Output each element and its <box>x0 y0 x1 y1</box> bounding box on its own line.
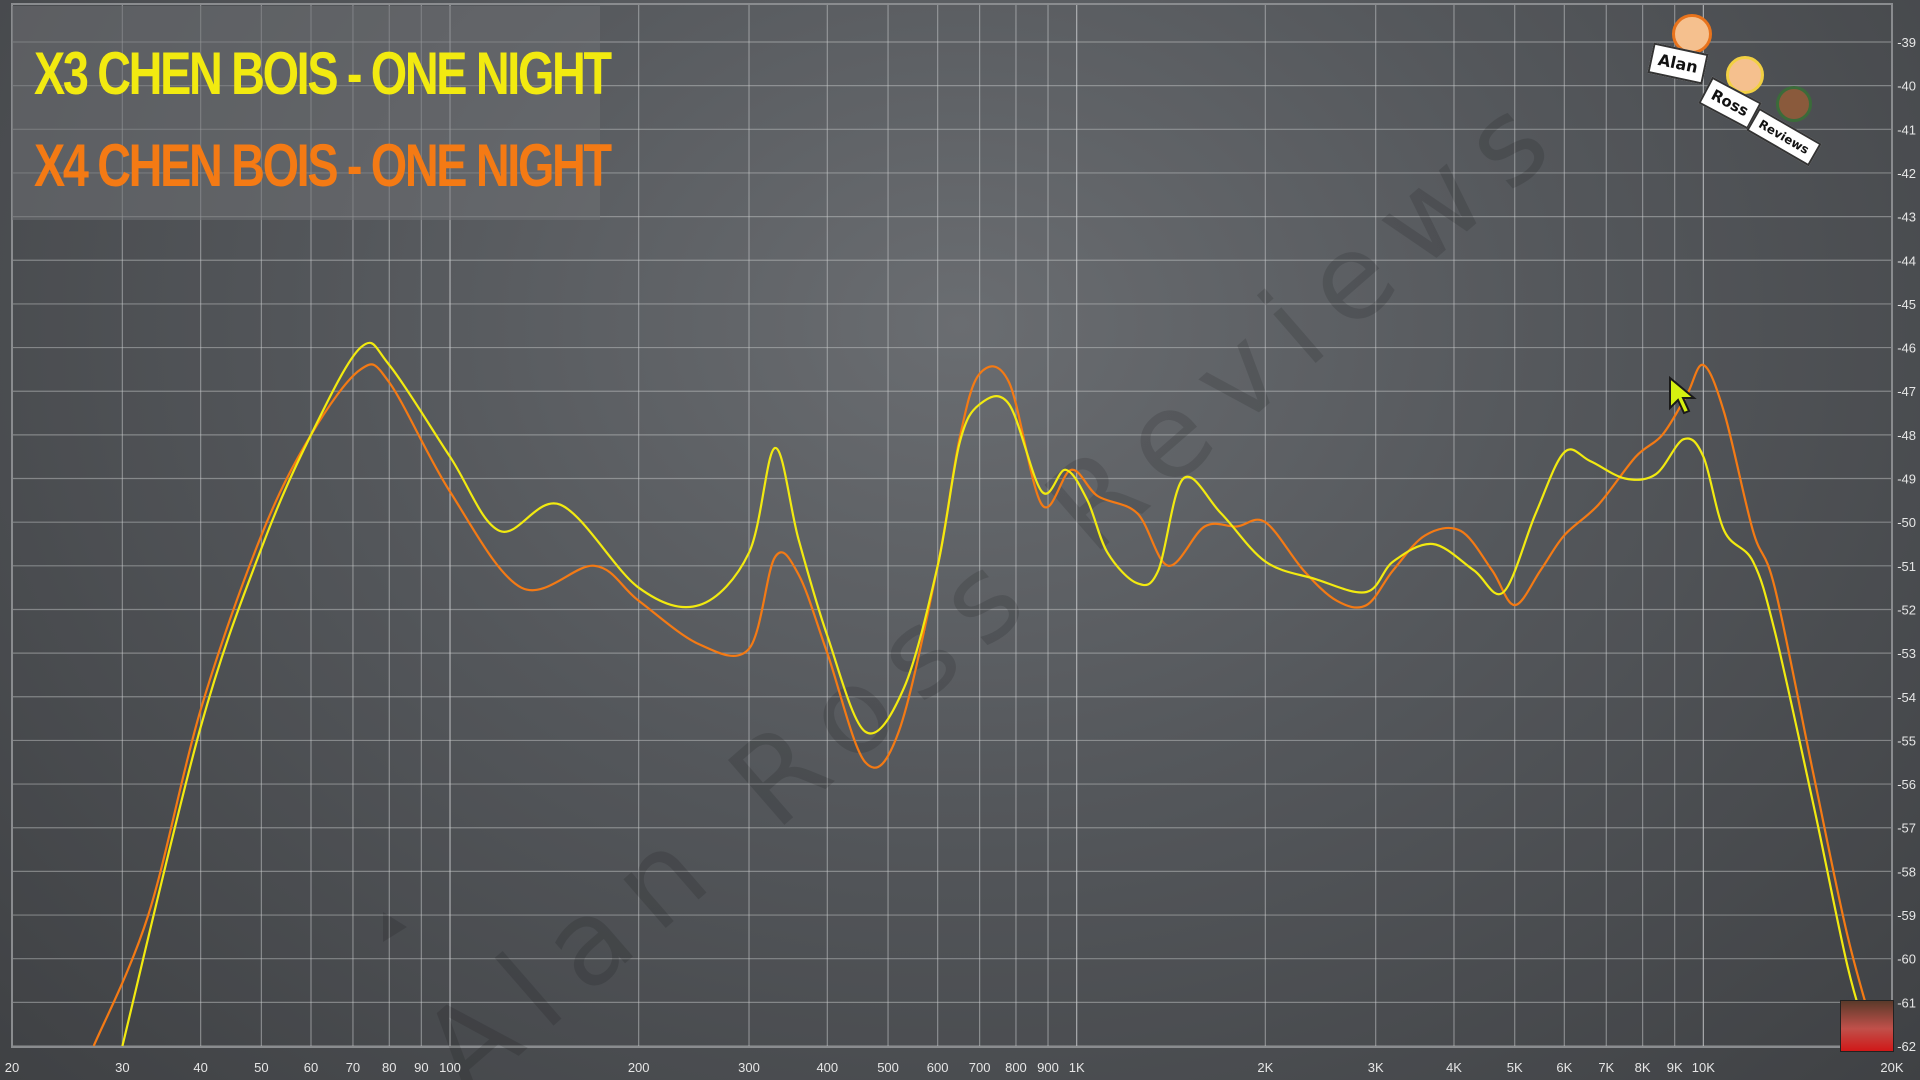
x-tick-label: 90 <box>414 1060 428 1075</box>
x-tick-label: 400 <box>816 1060 838 1075</box>
y-tick-label: -53 <box>1897 646 1916 661</box>
x-tick-label: 600 <box>927 1060 949 1075</box>
x-tick-label: 3K <box>1368 1060 1384 1075</box>
y-tick-label: -41 <box>1897 122 1916 137</box>
x-tick-label: 4K <box>1446 1060 1462 1075</box>
x-tick-label: 800 <box>1005 1060 1027 1075</box>
y-tick-label: -57 <box>1897 821 1916 836</box>
y-tick-label: -61 <box>1897 995 1916 1010</box>
y-tick-label: -59 <box>1897 908 1916 923</box>
x-tick-label: 1K <box>1069 1060 1085 1075</box>
series-line-1 <box>121 341 1872 1047</box>
channel-logo: Alan Ross Reviews <box>1630 8 1830 188</box>
y-tick-label: -49 <box>1897 472 1916 487</box>
y-tick-label: -40 <box>1897 79 1916 94</box>
y-tick-label: -56 <box>1897 777 1916 792</box>
play-icon <box>383 912 407 942</box>
y-tick-label: -43 <box>1897 210 1916 225</box>
y-tick-label: -60 <box>1897 952 1916 967</box>
legend-series-1: X3 CHEN BOIS - ONE NIGHT <box>34 40 612 107</box>
x-tick-label: 30 <box>115 1060 129 1075</box>
x-tick-label: 100 <box>439 1060 461 1075</box>
y-tick-label: -45 <box>1897 297 1916 312</box>
y-tick-label: -42 <box>1897 166 1916 181</box>
x-tick-label: 200 <box>628 1060 650 1075</box>
x-tick-label: 500 <box>877 1060 899 1075</box>
x-tick-label: 6K <box>1556 1060 1572 1075</box>
legend-series-2: X4 CHEN BOIS - ONE NIGHT <box>34 132 612 199</box>
series-layer <box>92 341 1880 1047</box>
x-tick-label: 5K <box>1507 1060 1523 1075</box>
y-tick-label: -62 <box>1897 1039 1916 1054</box>
x-tick-label: 60 <box>304 1060 318 1075</box>
y-tick-label: -55 <box>1897 733 1916 748</box>
y-tick-label: -48 <box>1897 428 1916 443</box>
presenter-thumbnail <box>1840 1000 1894 1052</box>
x-tick-label: 7K <box>1598 1060 1614 1075</box>
x-tick-label: 70 <box>346 1060 360 1075</box>
x-tick-label: 9K <box>1667 1060 1683 1075</box>
x-tick-label: 20 <box>5 1060 19 1075</box>
y-tick-label: -52 <box>1897 602 1916 617</box>
x-tick-labels: 20 30 40 50 60 70 80 90 100 200 300 400 500 600 700 800… <box>5 1060 1904 1075</box>
x-tick-label: 50 <box>254 1060 268 1075</box>
y-tick-labels: -39 -40 -41 -42 -43 -44 -45 -46 -47 -48 -49 -50 -51 -… <box>1897 35 1916 1054</box>
y-tick-label: -50 <box>1897 515 1916 530</box>
x-tick-label: 700 <box>969 1060 991 1075</box>
y-tick-label: -46 <box>1897 341 1916 356</box>
plot-frame <box>11 3 1893 1048</box>
y-tick-label: -44 <box>1897 253 1916 268</box>
x-tick-label: 2K <box>1257 1060 1273 1075</box>
x-tick-label: 40 <box>193 1060 207 1075</box>
y-tick-label: -39 <box>1897 35 1916 50</box>
x-tick-label: 10K <box>1692 1060 1715 1075</box>
x-tick-label: 80 <box>382 1060 396 1075</box>
series-line-2 <box>92 363 1880 1047</box>
legend-box: X3 CHEN BOIS - ONE NIGHT X4 CHEN BOIS - … <box>12 6 612 220</box>
x-tick-label: 300 <box>738 1060 760 1075</box>
mouse-cursor-icon <box>1669 376 1697 415</box>
y-tick-label: -54 <box>1897 690 1916 705</box>
y-tick-label: -58 <box>1897 864 1916 879</box>
x-tick-label: 8K <box>1635 1060 1651 1075</box>
x-tick-label: 900 <box>1037 1060 1059 1075</box>
kid-head-3 <box>1776 86 1812 122</box>
x-tick-label: 20K <box>1880 1060 1903 1075</box>
y-tick-label: -47 <box>1897 384 1916 399</box>
y-tick-label: -51 <box>1897 559 1916 574</box>
